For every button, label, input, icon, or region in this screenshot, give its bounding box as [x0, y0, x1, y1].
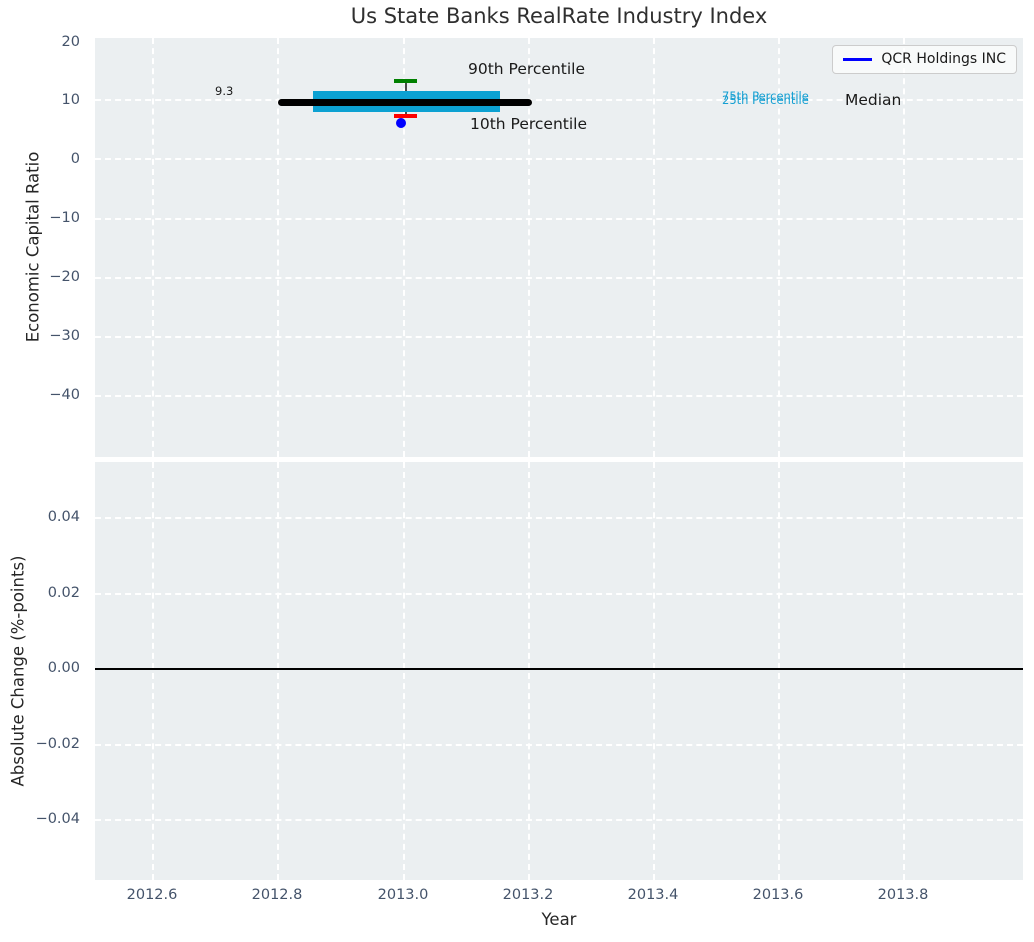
- gridline: [903, 462, 905, 880]
- gridline: [528, 462, 530, 880]
- legend-entry-label: QCR Holdings INC: [881, 51, 1006, 67]
- ytick-label: −20: [49, 269, 80, 285]
- gridline: [95, 395, 1023, 397]
- ytick-label: 0.04: [47, 509, 80, 525]
- gridline: [152, 462, 154, 880]
- gridline: [152, 38, 154, 457]
- gridline: [778, 462, 780, 880]
- gridline: [95, 744, 1023, 746]
- ytick-label: 0.00: [47, 660, 80, 676]
- gridline: [653, 38, 655, 457]
- median-line: [278, 99, 532, 106]
- gridline: [653, 462, 655, 880]
- median-text-label: Median: [845, 91, 902, 109]
- p25-label: 25th Percentile: [722, 92, 809, 107]
- gridline: [95, 218, 1023, 220]
- xtick-label: 2013.6: [752, 887, 804, 903]
- gridline: [903, 38, 905, 457]
- gridline: [528, 38, 530, 457]
- ytick-label: −0.02: [35, 736, 80, 752]
- company-value-dot: [396, 118, 406, 128]
- xtick-label: 2013.2: [502, 887, 554, 903]
- top-y-axis-label: Economic Capital Ratio: [23, 151, 43, 343]
- bottom-plot-area: [95, 462, 1023, 880]
- gridline: [277, 38, 279, 457]
- zero-change-line: [95, 668, 1023, 670]
- ytick-label: −40: [49, 387, 80, 403]
- gridline: [95, 277, 1023, 279]
- gridline: [95, 99, 1023, 101]
- gridline: [95, 336, 1023, 338]
- ytick-label: 0: [70, 151, 80, 167]
- ytick-label: 10: [61, 92, 80, 108]
- p90-label: 90th Percentile: [468, 60, 586, 78]
- gridline: [403, 38, 405, 457]
- gridline: [95, 517, 1023, 519]
- gridline: [95, 593, 1023, 595]
- legend: QCR Holdings INC: [832, 45, 1017, 74]
- p10-label: 10th Percentile: [470, 115, 588, 133]
- 90th-percentile-tick: [394, 79, 417, 83]
- top-plot-area: 9.3 90th Percentile 10th Percentile 75th…: [95, 38, 1023, 457]
- chart-title: Us State Banks RealRate Industry Index: [350, 4, 768, 28]
- legend-line-sample: [843, 58, 873, 61]
- xtick-label: 2013.0: [377, 887, 429, 903]
- ytick-label: −10: [49, 210, 80, 226]
- xtick-label: 2013.4: [627, 887, 679, 903]
- ytick-label: 0.02: [47, 585, 80, 601]
- gridline: [778, 38, 780, 457]
- xtick-label: 2012.6: [126, 887, 178, 903]
- gridline: [403, 462, 405, 880]
- 10th-percentile-tick: [394, 114, 417, 118]
- gridline: [95, 158, 1023, 160]
- gridline: [95, 819, 1023, 821]
- xtick-label: 2013.8: [877, 887, 929, 903]
- p75-label: 75th Percentile: [722, 89, 809, 103]
- bottom-y-axis-label: Absolute Change (%-points): [8, 555, 28, 787]
- ytick-label: 20: [61, 34, 80, 50]
- gridline: [277, 462, 279, 880]
- x-axis-label: Year: [541, 910, 577, 929]
- ytick-label: −30: [49, 328, 80, 344]
- xtick-label: 2012.8: [251, 887, 303, 903]
- median-value-label: 9.3: [215, 84, 234, 98]
- ytick-label: −0.04: [35, 811, 80, 827]
